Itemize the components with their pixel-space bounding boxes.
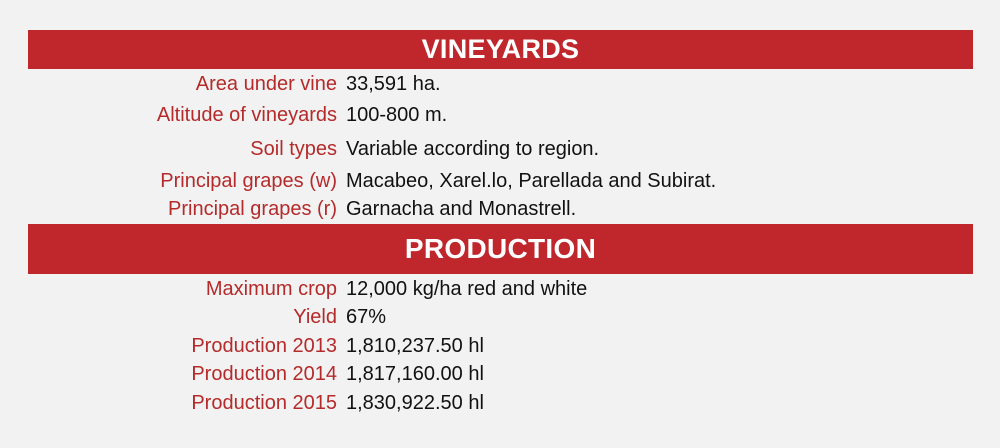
table-row: Principal grapes (r) Garnacha and Monast…	[0, 195, 1000, 223]
row-value: Garnacha and Monastrell.	[346, 197, 577, 220]
production-header: PRODUCTION	[28, 224, 973, 274]
vineyards-header: VINEYARDS	[28, 30, 973, 69]
table-row: Maximum crop 12,000 kg/ha red and white	[0, 275, 1000, 303]
row-label: Altitude of vineyards	[156, 103, 337, 126]
row-value: 67%	[346, 305, 387, 328]
row-value: Macabeo, Xarel.lo, Parellada and Subirat…	[346, 169, 717, 192]
table-row: Principal grapes (w) Macabeo, Xarel.lo, …	[0, 167, 1000, 195]
table-row: Production 2014 1,817,160.00 hl	[0, 360, 1000, 388]
row-value: Variable according to region.	[346, 137, 600, 160]
row-value: 12,000 kg/ha red and white	[346, 277, 588, 300]
row-value: 33,591 ha.	[346, 72, 441, 95]
table-row: Soil types Variable according to region.	[0, 135, 1000, 163]
row-label: Production 2013	[191, 334, 337, 357]
row-label: Maximum crop	[205, 277, 337, 300]
table-row: Production 2013 1,810,237.50 hl	[0, 332, 1000, 360]
row-value: 1,830,922.50 hl	[346, 391, 484, 414]
table-row: Area under vine 33,591 ha.	[0, 70, 1000, 98]
row-label: Production 2015	[191, 391, 337, 414]
table-row: Altitude of vineyards 100-800 m.	[0, 101, 1000, 129]
row-label: Principal grapes (r)	[168, 197, 337, 220]
row-label: Yield	[293, 305, 337, 328]
row-value: 1,817,160.00 hl	[346, 362, 484, 385]
table-row: Production 2015 1,830,922.50 hl	[0, 389, 1000, 417]
row-label: Production 2014	[191, 362, 337, 385]
table-row: Yield 67%	[0, 303, 1000, 331]
row-label: Principal grapes (w)	[160, 169, 337, 192]
row-value: 1,810,237.50 hl	[346, 334, 484, 357]
row-label: Area under vine	[195, 72, 337, 95]
row-value: 100-800 m.	[346, 103, 448, 126]
row-label: Soil types	[250, 137, 337, 160]
